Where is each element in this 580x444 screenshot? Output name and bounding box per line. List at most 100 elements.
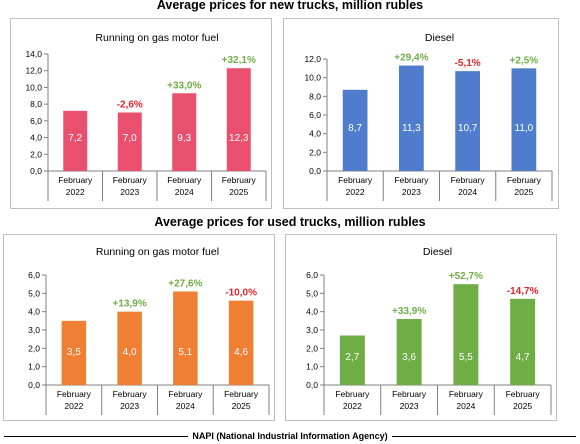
x-category-label-month: February	[168, 389, 203, 399]
x-category-label-year: 2025	[514, 187, 533, 197]
x-category-label-year: 2025	[229, 187, 248, 197]
y-tick-label: 6,0	[309, 110, 321, 120]
x-category-label-year: 2024	[176, 401, 195, 411]
change-label: +32,1%	[222, 55, 256, 66]
y-tick-label: 1,0	[306, 362, 318, 372]
bar	[226, 68, 251, 171]
bar-value-label: 7,0	[123, 133, 137, 144]
bar	[173, 291, 198, 385]
y-tick-label: 5,0	[306, 288, 318, 298]
y-tick-label: 4,0	[309, 129, 321, 139]
y-tick-label: 10,0	[25, 82, 42, 92]
y-tick-label: 12,0	[304, 54, 321, 64]
bar	[117, 311, 142, 385]
chart-new-diesel: Diesel 0,0 2,0 4,0 6,0 8,0 10,0 12,0 8,7 February…	[304, 32, 553, 201]
x-category-label-month: February	[394, 175, 429, 185]
bar	[61, 320, 87, 385]
bar	[455, 71, 480, 171]
bar-value-label: 11,3	[402, 123, 421, 134]
bar-value-label: 5,1	[178, 347, 192, 358]
chart-panel-used-diesel: Diesel 0,0 1,0 2,0 3,0 4,0 5,0 6,0 2,7 February 20…	[285, 234, 557, 421]
x-category-label-month: February	[335, 389, 370, 399]
chart-title: Running on gas motor fuel	[95, 32, 218, 44]
x-category-label-year: 2024	[456, 401, 475, 411]
y-tick-label: 2,0	[306, 343, 318, 353]
x-category-label-month: February	[58, 175, 93, 185]
bar	[396, 319, 422, 385]
change-label: +52,7%	[449, 271, 483, 282]
used-trucks-section-title: Average prices for used trucks, million …	[154, 215, 426, 229]
bar-value-label: 4,6	[234, 347, 248, 358]
x-category-label-month: February	[451, 175, 486, 185]
source-label: NAPI (National Industrial Information Ag…	[188, 431, 392, 441]
x-category-label-month: February	[392, 389, 427, 399]
x-category-label-year: 2022	[343, 401, 362, 411]
chart-title: Running on gas motor fuel	[96, 246, 219, 258]
y-tick-label: 12,0	[25, 66, 42, 76]
bar	[339, 335, 365, 385]
x-category-label-year: 2025	[513, 401, 532, 411]
bar-value-label: 3,5	[67, 347, 81, 358]
bar-value-label: 11,0	[515, 123, 534, 134]
y-tick-label: 2,0	[28, 343, 40, 353]
x-category-label-month: February	[506, 389, 541, 399]
chart-used-gas: Running on gas motor fuel 0,0 1,0 2,0 3,0 4,0…	[28, 246, 270, 415]
y-tick-label: 0,0	[309, 166, 321, 176]
x-category-label-year: 2024	[175, 187, 194, 197]
bar	[228, 300, 254, 385]
x-category-label-month: February	[113, 389, 148, 399]
y-tick-label: 10,0	[304, 73, 321, 83]
change-label: -10,0%	[225, 288, 257, 299]
x-category-label-month: February	[113, 175, 148, 185]
x-category-label-year: 2023	[120, 401, 139, 411]
y-tick-label: 3,0	[28, 325, 40, 335]
bar	[342, 89, 368, 171]
x-category-label-year: 2022	[346, 187, 365, 197]
x-category-label-month: February	[507, 175, 542, 185]
x-category-label-year: 2025	[232, 401, 251, 411]
change-label: -14,7%	[507, 286, 539, 297]
bar	[117, 112, 142, 171]
chart-panel-new-gas: Running on gas motor fuel 0,0 2,0 4,0 6,0 8,0…	[10, 18, 272, 209]
x-category-label-month: February	[449, 389, 484, 399]
bar	[453, 284, 479, 385]
x-category-label-year: 2022	[64, 401, 83, 411]
x-category-label-month: February	[338, 175, 373, 185]
bar-value-label: 4,7	[516, 352, 530, 363]
y-tick-label: 8,0	[30, 99, 42, 109]
x-category-label-year: 2023	[402, 187, 421, 197]
x-category-label-year: 2023	[120, 187, 139, 197]
y-tick-label: 6,0	[306, 270, 318, 280]
chart-used-diesel: Diesel 0,0 1,0 2,0 3,0 4,0 5,0 6,0 2,7 February 20…	[306, 246, 552, 415]
bar-value-label: 8,7	[348, 123, 362, 134]
x-category-label-month: February	[222, 175, 257, 185]
change-label: +2,5%	[510, 55, 539, 66]
bar	[63, 110, 88, 171]
y-tick-label: 1,0	[28, 362, 40, 372]
change-label: +33,0%	[167, 80, 201, 91]
chart-panel-used-gas: Running on gas motor fuel 0,0 1,0 2,0 3,0 4,0…	[3, 234, 275, 421]
y-tick-label: 0,0	[306, 380, 318, 390]
bar-value-label: 9,3	[177, 133, 191, 144]
change-label: +27,6%	[168, 279, 202, 290]
chart-new-gas: Running on gas motor fuel 0,0 2,0 4,0 6,0 8,0…	[25, 32, 267, 201]
bar	[510, 298, 536, 385]
bar-value-label: 12,3	[229, 133, 249, 144]
x-category-label-year: 2023	[400, 401, 419, 411]
x-category-label-month: February	[57, 389, 92, 399]
bar	[399, 65, 424, 171]
change-label: +29,4%	[394, 53, 428, 64]
bar	[172, 93, 197, 171]
change-label: -5,1%	[455, 58, 481, 69]
x-category-label-year: 2022	[66, 187, 85, 197]
y-tick-label: 14,0	[25, 49, 42, 59]
chart-panel-new-diesel: Diesel 0,0 2,0 4,0 6,0 8,0 10,0 12,0 8,7 February…	[283, 18, 559, 209]
bar-value-label: 10,7	[458, 123, 478, 134]
new-trucks-section-title: Average prices for new trucks, million r…	[156, 0, 424, 12]
change-label: -2,6%	[117, 100, 143, 111]
y-tick-label: 4,0	[30, 133, 42, 143]
change-label: +33,9%	[392, 306, 426, 317]
bar-value-label: 4,0	[123, 347, 137, 358]
y-tick-label: 5,0	[28, 288, 40, 298]
y-tick-label: 4,0	[28, 307, 40, 317]
